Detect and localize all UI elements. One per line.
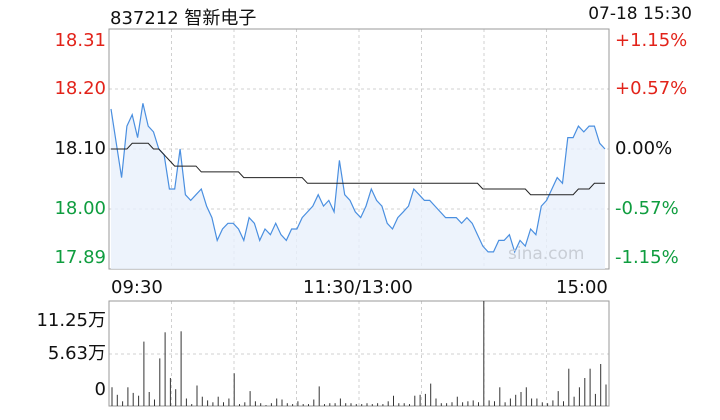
pct-tick-label: 0.00%: [615, 138, 673, 159]
x-tick-label: 09:30: [111, 277, 163, 298]
price-tick-label: 17.89: [54, 247, 106, 268]
timestamp: 07-18 15:30: [588, 4, 692, 24]
volume-tick-label: 11.25万: [36, 310, 106, 331]
stock-title: 837212 智新电子: [110, 8, 257, 29]
price-area: [111, 103, 605, 269]
price-tick-label: 18.10: [54, 138, 106, 159]
average-price-line: [111, 142, 605, 196]
x-tick-label: 11:30/13:00: [303, 277, 413, 298]
pct-tick-label: -1.15%: [615, 247, 679, 268]
pct-tick-label: +0.57%: [615, 78, 688, 99]
pct-tick-label: +1.15%: [615, 30, 688, 51]
price-tick-label: 18.20: [54, 78, 106, 99]
price-tick-label: 18.31: [54, 30, 106, 51]
volume-panel-frame: [108, 300, 610, 407]
x-tick-label: 15:00: [556, 277, 608, 298]
price-tick-label: 18.00: [54, 198, 106, 219]
pct-tick-label: -0.57%: [615, 198, 679, 219]
volume-tick-label: 5.63万: [47, 343, 106, 364]
volume-tick-label: 0: [94, 379, 106, 400]
watermark: sina.com: [508, 244, 585, 264]
price-series-line: [110, 103, 606, 254]
